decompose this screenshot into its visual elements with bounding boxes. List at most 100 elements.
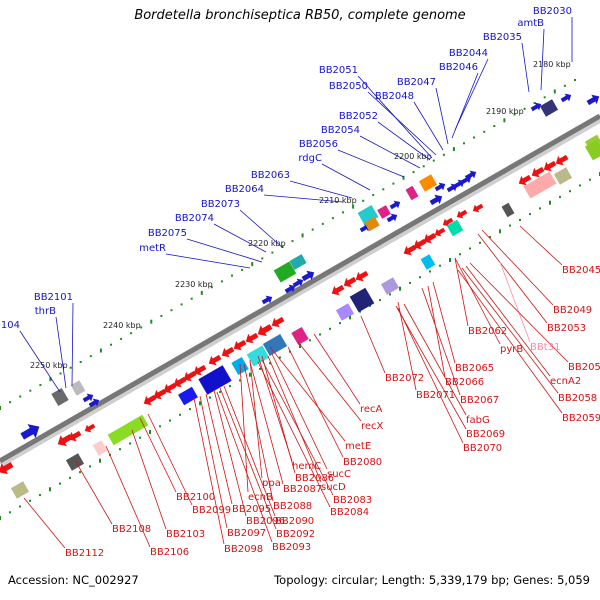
forward-label-line <box>540 28 545 91</box>
forward-label-line <box>435 87 449 145</box>
reverse-label-line <box>454 257 469 327</box>
genome-title: Bordetella bronchiseptica RB50, complete… <box>134 8 466 23</box>
scale-label: 2230 kbp <box>175 280 213 289</box>
ruler-tick-top <box>59 372 62 375</box>
forward-gene-label: BB2044 <box>449 48 488 59</box>
ruler-tick-top <box>463 142 465 145</box>
ruler-tick-top <box>200 290 203 295</box>
reverse-gene-label: BB2049 <box>553 305 592 316</box>
ruler-tick-bottom <box>0 516 1 520</box>
ruler-tick-top <box>39 384 42 386</box>
gene-arrow <box>183 370 197 382</box>
ruler-tick-bottom <box>519 218 521 221</box>
ruler-tick-bottom <box>249 372 251 377</box>
reverse-label-line <box>105 445 151 548</box>
gene-block <box>446 219 464 237</box>
ruler-tick-top <box>241 268 244 271</box>
ruler-tick-bottom <box>569 190 571 193</box>
reverse-gene-label: BB2069 <box>466 429 505 440</box>
ruler-tick-top <box>19 395 22 398</box>
ruler-tick-bottom <box>149 430 151 434</box>
ruler-tick-top <box>452 147 455 152</box>
ruler-tick-bottom <box>79 471 81 474</box>
ruler-tick-bottom <box>349 315 351 320</box>
scale-label: 2210 kbp <box>319 196 357 205</box>
gene-arrow <box>429 194 443 206</box>
reverse-gene-label: BB2055 <box>568 362 600 373</box>
reverse-gene-label: BB2103 <box>166 529 205 540</box>
forward-label-line <box>454 58 489 131</box>
ruler-tick-top <box>543 96 546 99</box>
ruler-tick-top <box>180 303 183 306</box>
ruler-tick-bottom <box>579 184 581 187</box>
reverse-gene-label: BB2106 <box>150 547 189 558</box>
reverse-gene-label: BB2098 <box>224 544 263 555</box>
reverse-label-line <box>147 413 193 506</box>
gene-block <box>107 414 149 446</box>
gene-arrow <box>173 376 187 388</box>
scale-labels: 2180 kbp 2190 kbp 2200 kbp 2210 kbp 2220 kbp… <box>30 60 571 370</box>
reverse-label-line <box>216 391 273 543</box>
gene-block <box>198 365 232 395</box>
ruler-tick-bottom <box>459 253 461 256</box>
reverse-label-line <box>261 355 296 474</box>
ruler-tick-bottom <box>449 258 451 262</box>
forward-label-line <box>19 330 61 393</box>
ruler-tick-top <box>382 188 385 191</box>
gene-arrow <box>389 200 401 210</box>
ruler-tick-top <box>150 319 153 324</box>
reverse-label-line <box>454 257 501 345</box>
reverse-gene-label: BB2097 <box>227 528 266 539</box>
gene-arrow <box>543 160 557 172</box>
ruler-tick-bottom <box>389 293 391 296</box>
reverse-gene-label: BB2065 <box>455 363 494 374</box>
gene-block <box>335 303 355 321</box>
forward-gene-label: BB2046 <box>439 62 478 73</box>
gene-arrow <box>153 388 167 400</box>
ruler-tick-top <box>9 401 12 404</box>
reverse-label-line <box>75 461 113 525</box>
reverse-gene-label: BB2062 <box>468 326 507 337</box>
ruler-tick-top <box>563 84 566 87</box>
forward-label-lines <box>19 17 573 393</box>
forward-label-line <box>213 223 267 253</box>
forward-label-line <box>239 209 284 249</box>
genome-backbone <box>0 113 600 467</box>
gene-arrow <box>442 217 454 227</box>
reverse-label-line <box>313 333 361 405</box>
ruler-tick-top <box>392 182 395 185</box>
ruler-tick-bottom <box>589 178 591 181</box>
scale-label: 2200 kbp <box>394 152 432 161</box>
gene-block <box>584 139 600 161</box>
ruler-tick-top <box>130 332 133 335</box>
ruler-tick-top <box>422 165 425 168</box>
ruler-tick-top <box>553 89 556 94</box>
ruler-tick-top <box>220 280 223 283</box>
reverse-gene-label: metE <box>345 441 371 452</box>
ruler-tick-top <box>49 377 52 382</box>
ruler-tick-top <box>291 240 294 243</box>
gene-block <box>377 205 391 219</box>
ruler-tick-bottom <box>279 356 281 359</box>
ruler-dots <box>0 79 600 520</box>
reverse-label-line <box>397 301 417 391</box>
ruler-tick-bottom <box>179 413 181 416</box>
reverse-label-lines <box>23 225 569 549</box>
reverse-gene-label: recX <box>361 421 384 432</box>
gene-arrow <box>208 354 222 366</box>
scale-label: 2250 kbp <box>30 361 68 370</box>
gene-arrow <box>57 434 73 447</box>
forward-gene-label: rdgC <box>298 153 322 164</box>
gene-arrow <box>271 316 285 328</box>
forward-gene-label: BB2050 <box>329 81 368 92</box>
ruler-tick-top <box>352 204 355 209</box>
reverse-label-line <box>469 262 569 363</box>
reverse-label-line <box>360 315 386 374</box>
ruler-tick-bottom <box>419 276 421 279</box>
ruler-tick-bottom <box>479 241 481 244</box>
forward-gene-label: BB2054 <box>321 125 360 136</box>
gene-arrow <box>465 170 477 180</box>
ruler-tick-bottom <box>59 482 61 485</box>
ruler-tick-top <box>0 406 1 410</box>
ruler-tick-bottom <box>49 487 51 492</box>
